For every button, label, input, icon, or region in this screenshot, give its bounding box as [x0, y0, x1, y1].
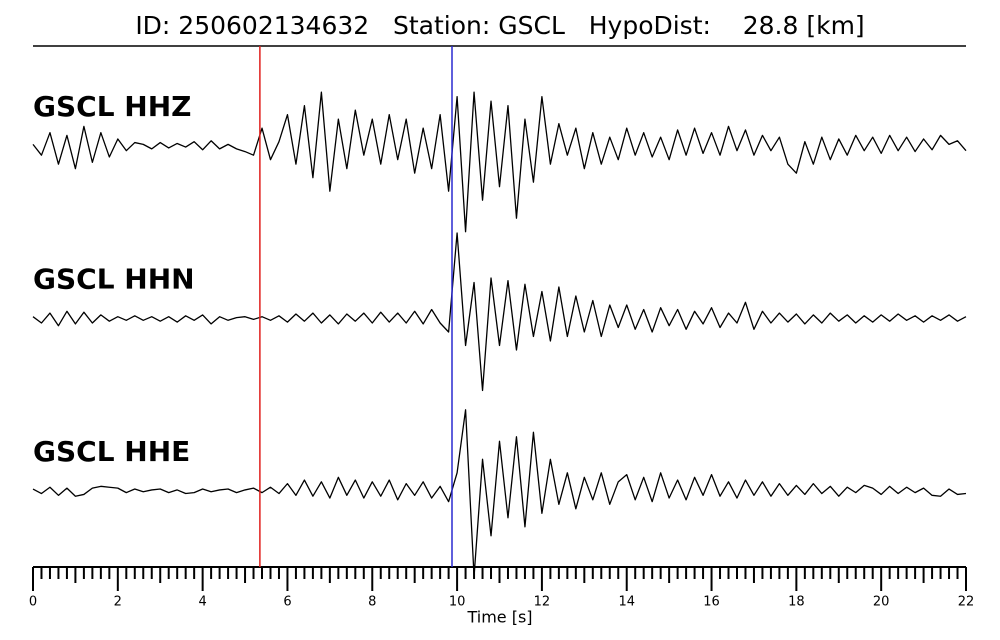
- x-tick-label: 4: [198, 595, 206, 610]
- trace: [32, 91, 967, 233]
- chart-title: ID: 250602134632 Station: GSCL HypoDist:…: [135, 11, 864, 40]
- trace: [32, 409, 967, 577]
- x-tick-label: 10: [449, 595, 466, 610]
- x-tick-label: 12: [534, 595, 551, 610]
- x-tick-label: 14: [618, 595, 635, 610]
- x-tick-label: 18: [788, 595, 805, 610]
- trace-label: GSCL HHN: [33, 263, 195, 296]
- x-axis-label: Time [s]: [466, 608, 532, 627]
- trace-label: GSCL HHZ: [33, 90, 191, 123]
- trace-label: GSCL HHE: [33, 435, 190, 468]
- x-tick-label: 22: [958, 595, 975, 610]
- x-tick-label: 0: [29, 595, 37, 610]
- x-tick-label: 20: [873, 595, 890, 610]
- trace: [32, 232, 967, 392]
- x-tick-label: 8: [368, 595, 376, 610]
- x-tick-label: 16: [703, 595, 720, 610]
- x-tick-label: 6: [283, 595, 291, 610]
- x-tick-label: 2: [114, 595, 122, 610]
